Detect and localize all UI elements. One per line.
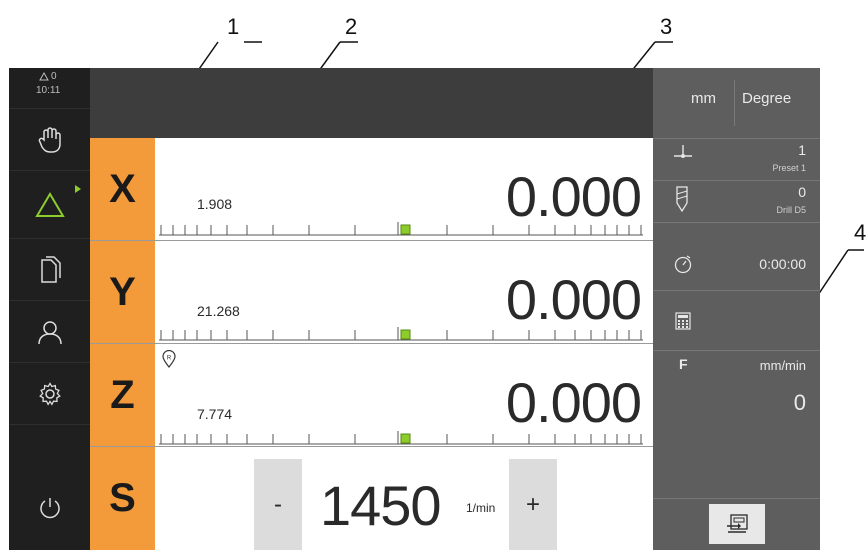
reference-mark-icon: R xyxy=(162,350,176,368)
nav-file-management[interactable] xyxy=(9,238,90,301)
nav-power[interactable] xyxy=(9,424,90,551)
preset-number: 1 xyxy=(798,142,806,158)
hand-icon xyxy=(38,127,61,153)
axis-row-x[interactable]: X 1.908 0.000 xyxy=(90,138,653,241)
nav-settings[interactable] xyxy=(9,362,90,425)
positioning-aid-y xyxy=(159,327,643,341)
feed-unit: mm/min xyxy=(759,358,806,373)
feed-row[interactable]: F mm/min 0 xyxy=(653,350,820,424)
axis-key-z[interactable]: Z xyxy=(90,344,155,446)
spindle-decrease-button[interactable]: - xyxy=(254,459,302,550)
axis-row-y[interactable]: Y 21.268 0.000 xyxy=(90,241,653,344)
nav-mdi-active[interactable] xyxy=(9,170,90,239)
top-bar xyxy=(90,68,653,138)
preset-label: Preset 1 xyxy=(772,163,806,173)
feed-value: 0 xyxy=(793,390,806,415)
warning-triangle-icon xyxy=(39,71,49,84)
nav-user-login[interactable] xyxy=(9,300,90,363)
timer-row[interactable]: 0:00:00 xyxy=(653,222,820,291)
axis-row-z[interactable]: Z R 7.774 0.000 xyxy=(90,344,653,447)
tool-number: 0 xyxy=(798,184,806,200)
callout-4: 4 xyxy=(854,220,867,245)
delta-triangle-icon xyxy=(34,192,65,217)
user-icon xyxy=(37,321,62,345)
callout-2: 2 xyxy=(345,14,358,39)
screen-switch-icon xyxy=(727,514,748,533)
gear-icon xyxy=(38,382,61,406)
spindle-key[interactable]: S xyxy=(90,447,155,550)
status-overview: mm Degree 1 Preset 1 0 Drill D5 0:00:00 xyxy=(653,68,820,550)
stopwatch-icon xyxy=(674,255,692,274)
spindle-speed-unit: 1/min xyxy=(466,501,496,515)
calculator-icon xyxy=(675,312,691,330)
timer-value: 0:00:00 xyxy=(759,256,806,272)
positioning-aid-x xyxy=(159,222,643,236)
clock-time: 10:11 xyxy=(36,85,61,96)
callout-3: 3 xyxy=(660,14,673,39)
position-value-z: 0.000 xyxy=(505,371,642,434)
status-area: 0 10:11 xyxy=(9,68,90,108)
preset-row[interactable]: 1 Preset 1 xyxy=(653,138,820,181)
callout-1: 1 xyxy=(227,14,240,39)
feed-letter: F xyxy=(679,356,688,372)
unit-selector[interactable]: mm Degree xyxy=(653,68,820,139)
positioning-aid-z xyxy=(159,431,643,445)
warning-count: 0 xyxy=(51,71,57,82)
axis-key-x[interactable]: X xyxy=(90,138,155,240)
tool-label: Drill D5 xyxy=(776,205,806,215)
nav-manual-operation[interactable] xyxy=(9,108,90,171)
active-indicator-icon xyxy=(75,185,81,193)
unit-linear[interactable]: mm xyxy=(691,90,716,107)
drill-icon xyxy=(676,186,688,212)
distance-to-go-y: 21.268 xyxy=(197,303,240,319)
reference-mark-label: R xyxy=(167,356,172,362)
unit-angular[interactable]: Degree xyxy=(742,90,792,107)
documents-icon xyxy=(40,256,61,283)
calculator-row[interactable] xyxy=(653,290,820,351)
distance-to-go-z: 7.774 xyxy=(197,406,233,422)
distance-to-go-x: 1.908 xyxy=(197,196,233,212)
spindle-speed-value[interactable]: 1450 xyxy=(320,474,442,537)
main-menu: 0 10:11 xyxy=(9,68,90,550)
axis-key-y[interactable]: Y xyxy=(90,241,155,343)
unit-divider xyxy=(734,80,735,126)
datum-icon xyxy=(674,145,692,158)
position-value-x: 0.000 xyxy=(505,165,642,228)
spindle-row: S - 1450 1/min + xyxy=(90,447,653,550)
position-value-y: 0.000 xyxy=(505,268,642,331)
panel-separator xyxy=(653,498,820,499)
panel-switch-button[interactable] xyxy=(709,504,765,544)
power-icon xyxy=(39,498,60,519)
spindle-increase-button[interactable]: + xyxy=(509,459,557,550)
tool-row[interactable]: 0 Drill D5 xyxy=(653,180,820,223)
